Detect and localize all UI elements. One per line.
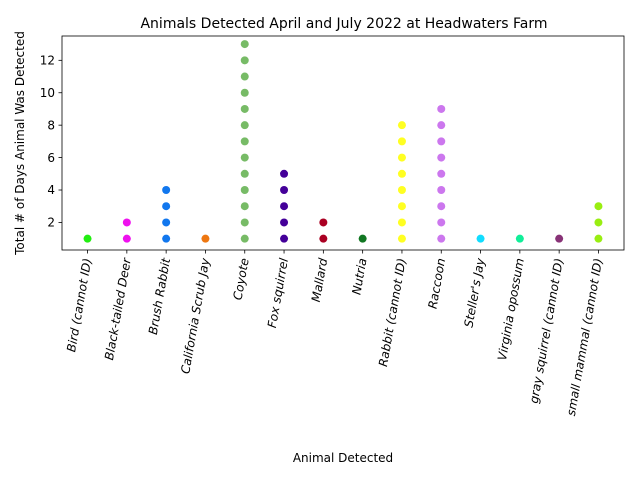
- point-gray-squirrel-cannot-id-1: [555, 234, 564, 243]
- x-tick-label-california-scrub-jay: California Scrub Jay: [178, 256, 212, 375]
- point-nutria-1: [358, 234, 367, 243]
- y-tick-label: 8: [47, 118, 55, 132]
- point-rabbit-cannot-id-4: [397, 186, 406, 195]
- x-tick-label-fox-squirrel: Fox squirrel: [265, 256, 291, 329]
- point-black-tailed-deer-2: [122, 218, 131, 227]
- point-raccoon-7: [437, 137, 446, 146]
- point-rabbit-cannot-id-2: [397, 218, 406, 227]
- point-rabbit-cannot-id-1: [397, 234, 406, 243]
- x-axis-label: Animal Detected: [293, 451, 393, 465]
- point-coyote-7: [240, 137, 249, 146]
- point-fox-squirrel-4: [280, 186, 289, 195]
- point-black-tailed-deer-1: [122, 234, 131, 243]
- x-tick-label-small-mammal-cannot-id: small mammal (cannot ID): [564, 257, 606, 417]
- point-raccoon-9: [437, 104, 446, 113]
- point-raccoon-8: [437, 121, 446, 130]
- point-fox-squirrel-1: [280, 234, 289, 243]
- point-coyote-13: [240, 40, 249, 49]
- point-raccoon-3: [437, 202, 446, 211]
- point-coyote-4: [240, 186, 249, 195]
- x-axis: Bird (cannot ID) Black-tailed Deer Brush R…: [64, 250, 605, 417]
- y-tick-label: 10: [40, 86, 55, 100]
- y-tick-label: 2: [47, 216, 55, 230]
- point-small-mammal-cannot-id-1: [594, 234, 603, 243]
- point-brush-rabbit-2: [162, 218, 171, 227]
- point-fox-squirrel-5: [280, 169, 289, 178]
- point-steller-s-jay-1: [476, 234, 485, 243]
- x-tick-label-rabbit-cannot-id: Rabbit (cannot ID): [376, 257, 409, 368]
- x-tick-label-raccoon: Raccoon: [426, 257, 449, 310]
- point-brush-rabbit-4: [162, 186, 171, 195]
- point-coyote-10: [240, 88, 249, 97]
- x-tick-label-nutria: Nutria: [349, 257, 369, 296]
- x-tick-label-mallard: Mallard: [309, 257, 331, 303]
- point-coyote-12: [240, 56, 249, 65]
- x-tick-label-bird-cannot-id: Bird (cannot ID): [64, 257, 94, 353]
- point-rabbit-cannot-id-8: [397, 121, 406, 130]
- point-california-scrub-jay-1: [201, 234, 210, 243]
- point-rabbit-cannot-id-3: [397, 202, 406, 211]
- chart-title: Animals Detected April and July 2022 at …: [140, 16, 547, 32]
- point-coyote-11: [240, 72, 249, 81]
- x-tick-label-steller-s-jay: Steller's Jay: [462, 256, 488, 328]
- point-fox-squirrel-3: [280, 202, 289, 211]
- x-tick-label-brush-rabbit: Brush Rabbit: [146, 256, 173, 336]
- x-tick-label-virginia-opossum: Virginia opossum: [495, 257, 527, 361]
- x-tick-label-black-tailed-deer: Black-tailed Deer: [102, 256, 134, 361]
- point-brush-rabbit-1: [162, 234, 171, 243]
- point-coyote-3: [240, 202, 249, 211]
- marks-layer: [83, 40, 603, 243]
- point-coyote-6: [240, 153, 249, 162]
- point-bird-cannot-id-1: [83, 234, 92, 243]
- point-raccoon-6: [437, 153, 446, 162]
- point-mallard-2: [319, 218, 328, 227]
- y-axis: 2 4 6 8 10 12: [40, 54, 62, 230]
- point-brush-rabbit-3: [162, 202, 171, 211]
- point-virginia-opossum-1: [515, 234, 524, 243]
- point-raccoon-4: [437, 186, 446, 195]
- point-raccoon-1: [437, 234, 446, 243]
- point-mallard-1: [319, 234, 328, 243]
- plot-frame: [61, 35, 625, 251]
- y-axis-label: Total # of Days Animal Was Detected: [13, 31, 27, 256]
- point-coyote-1: [240, 234, 249, 243]
- y-tick-label: 4: [47, 183, 55, 197]
- point-coyote-5: [240, 169, 249, 178]
- point-fox-squirrel-2: [280, 218, 289, 227]
- point-coyote-8: [240, 121, 249, 130]
- x-tick-label-coyote: Coyote: [231, 257, 252, 301]
- y-tick-label: 12: [40, 54, 55, 68]
- point-rabbit-cannot-id-6: [397, 153, 406, 162]
- point-small-mammal-cannot-id-2: [594, 218, 603, 227]
- point-small-mammal-cannot-id-3: [594, 202, 603, 211]
- point-raccoon-5: [437, 169, 446, 178]
- point-raccoon-2: [437, 218, 446, 227]
- y-tick-label: 6: [47, 151, 55, 165]
- point-rabbit-cannot-id-5: [397, 169, 406, 178]
- point-rabbit-cannot-id-7: [397, 137, 406, 146]
- point-coyote-2: [240, 218, 249, 227]
- point-coyote-9: [240, 104, 249, 113]
- x-tick-label-gray-squirrel-cannot-id: gray squirrel (cannot ID): [527, 257, 566, 404]
